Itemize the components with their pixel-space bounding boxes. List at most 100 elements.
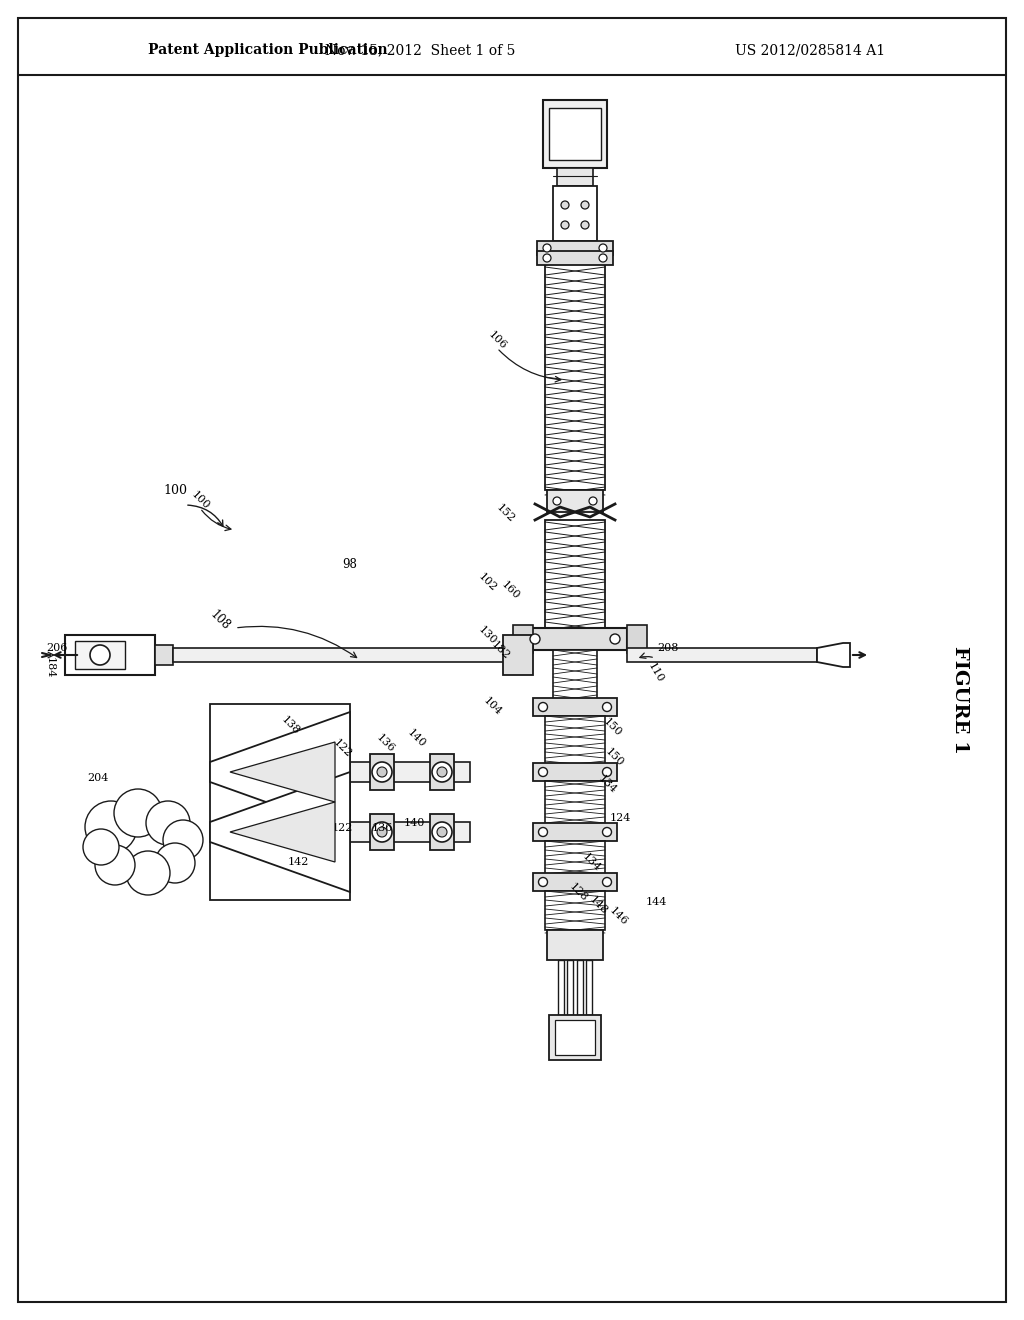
Bar [537, 242, 613, 255]
Bar [577, 960, 583, 1015]
Text: 130: 130 [476, 624, 498, 645]
Bar [370, 754, 394, 789]
Bar [558, 960, 564, 1015]
Circle shape [95, 845, 135, 884]
Text: 134: 134 [580, 851, 602, 873]
Bar [545, 841, 605, 875]
Circle shape [146, 801, 190, 845]
Polygon shape [230, 742, 335, 803]
Bar [350, 822, 470, 842]
Circle shape [581, 201, 589, 209]
Bar [555, 1020, 595, 1055]
Bar [549, 108, 601, 160]
Circle shape [543, 244, 551, 252]
Circle shape [539, 767, 548, 776]
Text: 182: 182 [488, 639, 511, 661]
Polygon shape [210, 772, 350, 892]
Text: 104: 104 [481, 694, 503, 717]
Text: 122: 122 [331, 737, 353, 759]
Circle shape [602, 878, 611, 887]
Text: 152: 152 [494, 502, 516, 524]
Circle shape [589, 498, 597, 506]
Circle shape [581, 220, 589, 228]
Circle shape [539, 878, 548, 887]
Bar [557, 168, 593, 186]
Bar [553, 186, 597, 242]
Circle shape [539, 828, 548, 837]
Bar [545, 781, 605, 825]
Circle shape [543, 253, 551, 261]
Bar [545, 520, 605, 635]
Bar [627, 624, 647, 653]
Polygon shape [230, 803, 335, 862]
Circle shape [539, 702, 548, 711]
Circle shape [90, 645, 110, 665]
Circle shape [553, 498, 561, 506]
Bar [350, 762, 470, 781]
Bar [545, 255, 605, 490]
Text: 122: 122 [332, 822, 352, 833]
Circle shape [561, 201, 569, 209]
Bar [627, 648, 817, 663]
Text: 206: 206 [46, 643, 68, 653]
Bar [75, 642, 125, 669]
Bar [370, 814, 394, 850]
Text: Patent Application Publication: Patent Application Publication [148, 44, 388, 57]
Bar [553, 649, 597, 700]
Circle shape [126, 851, 170, 895]
Text: 138: 138 [279, 714, 301, 737]
Circle shape [377, 828, 387, 837]
Circle shape [85, 801, 137, 853]
Text: 204: 204 [87, 774, 109, 783]
Circle shape [561, 220, 569, 228]
Bar [513, 624, 534, 653]
Bar [173, 648, 523, 663]
Circle shape [155, 843, 195, 883]
Bar [534, 822, 617, 841]
Text: 102: 102 [476, 572, 498, 593]
Text: 128: 128 [567, 880, 589, 903]
Text: 146: 146 [607, 906, 629, 927]
Text: 142: 142 [288, 857, 308, 867]
Text: US 2012/0285814 A1: US 2012/0285814 A1 [735, 44, 885, 57]
Circle shape [602, 828, 611, 837]
Bar [534, 873, 617, 891]
Bar [503, 635, 534, 675]
Bar [210, 704, 350, 900]
Text: 160: 160 [499, 579, 521, 601]
Text: 208: 208 [657, 643, 679, 653]
Bar [155, 645, 173, 665]
Text: 108: 108 [208, 607, 232, 632]
Polygon shape [817, 643, 850, 667]
Bar [523, 628, 627, 649]
Bar [549, 1015, 601, 1060]
Bar [547, 490, 603, 512]
Bar [534, 763, 617, 781]
Text: 136: 136 [372, 822, 392, 833]
Text: FIGURE 1: FIGURE 1 [951, 645, 969, 754]
Text: 100: 100 [163, 483, 187, 496]
Circle shape [437, 767, 447, 777]
Circle shape [599, 244, 607, 252]
Circle shape [83, 829, 119, 865]
Text: 184: 184 [45, 657, 55, 678]
Circle shape [114, 789, 162, 837]
Circle shape [610, 634, 620, 644]
Circle shape [377, 767, 387, 777]
Text: 150: 150 [601, 715, 623, 738]
Text: 134: 134 [596, 774, 618, 795]
Circle shape [372, 762, 392, 781]
Circle shape [432, 762, 452, 781]
Bar [567, 960, 573, 1015]
Text: 150: 150 [603, 746, 625, 768]
Text: 124: 124 [609, 813, 631, 822]
Text: 106: 106 [486, 329, 508, 351]
Text: 98: 98 [343, 558, 357, 572]
Bar [547, 931, 603, 960]
Bar [430, 754, 454, 789]
Text: 140: 140 [404, 727, 427, 748]
Bar [545, 891, 605, 931]
Bar [65, 635, 155, 675]
Text: 140: 140 [403, 818, 425, 828]
Bar [534, 698, 617, 715]
